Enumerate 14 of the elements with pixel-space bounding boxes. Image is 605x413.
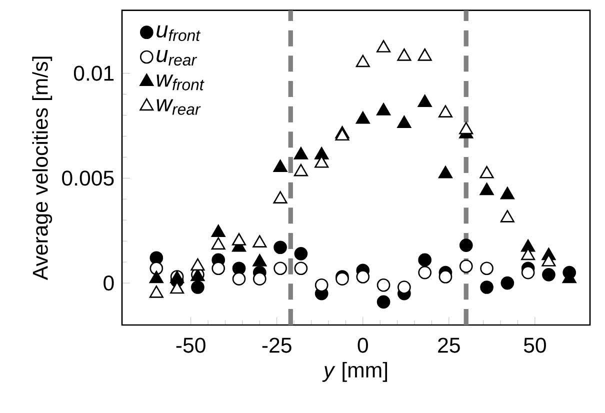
x-tick-label: -50	[176, 338, 206, 353]
x-tick-label: 25	[438, 338, 460, 353]
legend-label: u$_{front}$	[156, 25, 201, 42]
y-tick-label: 0.01	[74, 66, 114, 81]
legend-label: u$_{rear}$	[156, 50, 198, 66]
legend-label: w$_{front}$	[156, 74, 204, 90]
y-tick-label: 0	[104, 276, 114, 291]
x-tick-label: 50	[524, 338, 546, 353]
x-tick-label: 0	[358, 338, 368, 353]
legend-label: w$_{rear}$	[156, 99, 201, 115]
x-tick-label: -25	[262, 338, 292, 353]
x-axis-title: y [mm]	[322, 362, 388, 382]
y-axis-title: Average velocities [m/s]	[32, 56, 52, 280]
y-tick-label: 0.005	[62, 170, 114, 186]
